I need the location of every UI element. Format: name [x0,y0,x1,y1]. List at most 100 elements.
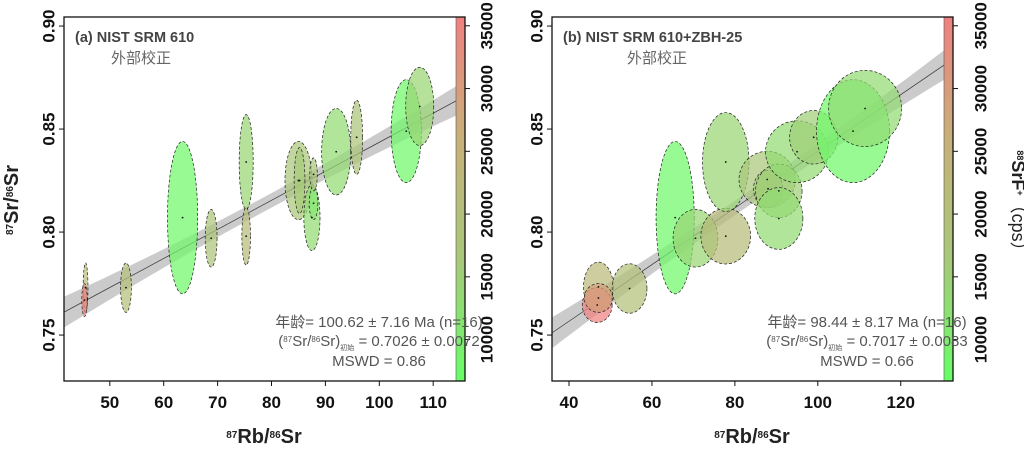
data-point [311,216,313,219]
y-tick-label: 0.80 [527,216,546,249]
colorbar-tick-label: 25000 [971,128,990,175]
panel-subtitle: 外部校正 [111,50,171,67]
x-tick-label: 60 [642,393,661,412]
panel-title: (a) NIST SRM 610 [75,30,194,46]
colorbar-tick-label: 15000 [971,253,990,300]
data-point [596,304,599,306]
x-tick-label: 60 [154,393,173,412]
data-point [628,287,631,290]
mswd-text: MSWD = 0.66 [820,353,914,370]
data-point [181,216,184,219]
x-label-text: Sr [769,426,790,448]
data-point [125,286,127,289]
age-text: 年龄= 100.62 ± 7.16 Ma (n=16) [275,314,483,331]
ratio-sup: 86 [311,335,320,344]
colorbar-tick-label: 20000 [477,190,496,237]
x-label-sup: 86 [270,430,282,441]
age-value: = 100.62 ± 7.16 Ma (n=16) [305,314,483,331]
mswd-text: MSWD = 0.86 [332,353,426,370]
colorbar-tick-label: 35000 [477,2,496,49]
age-label: 年龄 [275,314,305,331]
colorbar-tick-label: 25000 [477,128,496,175]
data-point [83,299,86,301]
plot-area [64,66,465,328]
data-point [724,161,727,163]
x-tick-label: 120 [887,393,915,412]
data-point [724,235,727,238]
ratio-value: = 0.7017 ± 0.0083 [842,333,967,350]
colorbar-tick-label: 35000 [971,2,990,49]
data-point [796,150,798,153]
x-tick-label: 70 [208,393,227,412]
ratio-open: ( [278,333,283,350]
data-point [767,187,769,190]
ratio-sup: 86 [799,335,808,344]
y-label-text: Sr/ [1,197,23,224]
x-label-sup: 87 [714,430,726,441]
y-axis-label: 87Sr/86Sr [1,165,23,235]
age-value: = 98.44 ± 8.17 Ma (n=16) [797,314,966,331]
age-text: 年龄= 98.44 ± 8.17 Ma (n=16) [767,314,966,331]
x-label-text: Sr [281,426,302,448]
ratio-open: ( [766,333,771,350]
x-label-sup: 87 [226,430,238,441]
data-point [777,189,780,192]
data-point [298,179,301,182]
colorbar-tick-label: 15000 [477,253,496,300]
y-tick-label: 0.85 [39,113,58,146]
colorbar-tick-label: 20000 [971,190,990,237]
colorbar [456,17,465,381]
colorbar-label-unit: （cps） [1008,196,1024,260]
colorbar-label-sup2: + [1015,190,1024,195]
x-label-sup: 86 [758,430,770,441]
panel-subtitle: 外部校正 [627,50,687,67]
colorbar-tick-label: 10000 [477,316,496,363]
ratio-sub: 初始 [828,343,842,352]
data-point [355,136,358,139]
data-point [210,237,213,240]
panel-a: 10000 15000 20000 25000 30000 35000 50 60 70 80 90… [1,2,496,448]
colorbar [944,17,953,381]
ratio-text: Sr/ [780,333,800,350]
data-point [766,178,769,181]
data-point [418,105,421,108]
data-point [245,161,248,163]
ratio-sub: 初始 [340,343,354,352]
x-axis-label: 87Rb/86Sr [714,426,790,448]
y-tick-label: 0.80 [39,216,58,249]
initial-ratio-text: (87Sr/86Sr)初始 = 0.7026 ± 0.0072 [278,333,479,352]
data-point [597,285,600,288]
initial-ratio-text: (87Sr/86Sr)初始 = 0.7017 ± 0.0083 [766,333,967,352]
data-point [245,235,248,238]
panel-title: (b) NIST SRM 610+ZBH-25 [563,30,742,46]
panel-b: 10000 15000 20000 25000 30000 35000 88SrF+（cps… [527,2,1024,448]
data-point [312,173,315,176]
x-tick-label: 80 [725,393,744,412]
data-point [597,297,600,299]
ratio-text: Sr/ [292,333,312,350]
data-point [405,130,408,133]
x-tick-label: 100 [804,393,832,412]
age-label: 年龄 [767,314,797,331]
plot-frame [551,16,954,382]
data-point [694,237,697,240]
plot-frame [63,16,466,382]
x-tick-label: 40 [560,393,579,412]
data-point [812,136,815,139]
x-tick-label: 90 [316,393,335,412]
plot-area [552,43,953,349]
colorbar-tick-label: 30000 [971,65,990,112]
y-tick-label: 0.75 [527,319,546,352]
y-label-sup: 87 [5,223,16,235]
y-tick-label: 0.75 [39,319,58,352]
y-tick-label: 0.85 [527,113,546,146]
x-axis-label: 87Rb/86Sr [226,426,302,448]
ratio-text: Sr) [320,333,340,350]
colorbar-label-text: SrF [1008,160,1024,190]
colorbar-tick-label: 30000 [477,65,496,112]
data-point [852,130,854,133]
x-label-text: Rb/ [725,426,758,448]
x-tick-label: 50 [100,393,119,412]
x-tick-label: 80 [262,393,281,412]
